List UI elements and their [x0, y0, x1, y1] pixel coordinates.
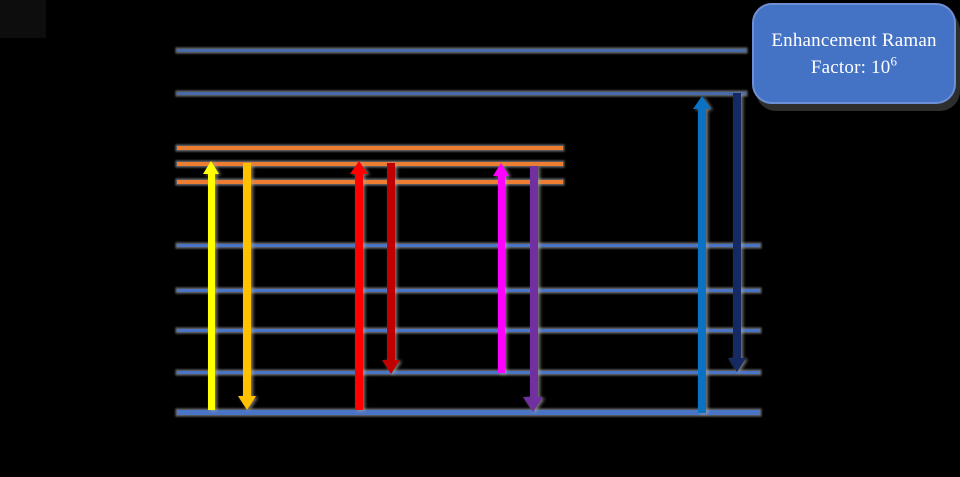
- faint-dark-rectangle: [0, 0, 46, 38]
- callout-exponent: 6: [890, 53, 898, 69]
- red-up-arrow: [349, 161, 368, 410]
- gold-down-arrow-head: [238, 396, 256, 410]
- navy-down-arrow-shaft: [733, 93, 741, 360]
- light-blue-up-arrow-head: [693, 96, 711, 109]
- vibrational-level-2: [177, 329, 760, 332]
- yellow-up-arrow-head: [203, 161, 219, 174]
- purple-down-arrow-shaft: [529, 166, 538, 399]
- virtual-level-2: [177, 162, 563, 166]
- virtual-level-1: [177, 146, 563, 150]
- gold-down-arrow-shaft: [243, 163, 251, 398]
- magenta-up-arrow: [492, 163, 510, 373]
- navy-down-arrow-head: [728, 358, 746, 372]
- vibrational-level-4: [177, 244, 760, 247]
- dark-red-down-arrow-shaft: [387, 163, 395, 362]
- purple-down-arrow: [523, 166, 544, 412]
- light-blue-up-arrow-shaft: [698, 107, 706, 413]
- callout-factor-text: Factor: 10: [810, 56, 891, 78]
- gold-down-arrow: [238, 163, 256, 410]
- excited-state-lower-level: [177, 92, 746, 95]
- red-up-arrow-shaft: [354, 172, 363, 410]
- dark-red-down-arrow: [382, 163, 400, 374]
- red-up-arrow-head: [349, 161, 368, 174]
- magenta-up-arrow-shaft: [497, 174, 505, 373]
- light-blue-up-arrow: [693, 96, 711, 413]
- yellow-up-arrow-shaft: [208, 172, 215, 410]
- purple-down-arrow-head: [523, 397, 543, 412]
- enhancement-factor-callout: Enhancement Raman Factor: 106: [752, 3, 956, 104]
- callout-line1: Enhancement Raman: [771, 29, 937, 51]
- dark-red-down-arrow-head: [382, 360, 400, 374]
- magenta-up-arrow-head: [492, 163, 509, 176]
- yellow-up-arrow: [203, 161, 220, 410]
- excited-state-upper-level: [177, 49, 746, 52]
- ground-state-level: [177, 410, 760, 415]
- vibrational-level-1: [177, 371, 760, 374]
- vibrational-level-3: [177, 289, 760, 292]
- callout-line2: Factor: 106: [811, 54, 897, 81]
- navy-down-arrow: [728, 93, 746, 372]
- virtual-level-3: [177, 180, 563, 184]
